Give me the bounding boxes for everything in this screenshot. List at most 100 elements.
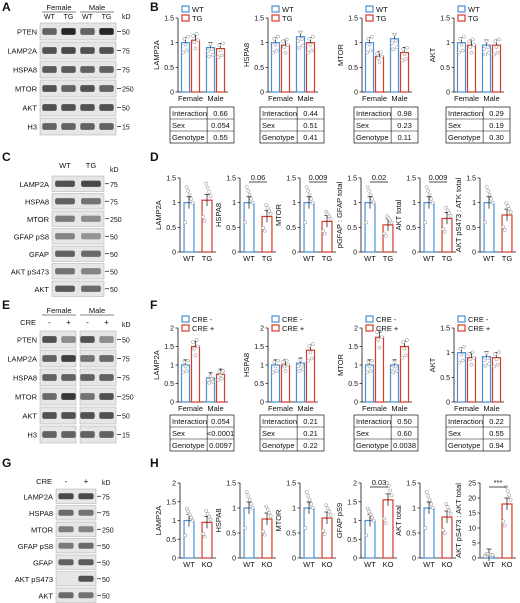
data-point — [181, 50, 185, 55]
data-point — [504, 201, 509, 206]
marker-label: 50 — [110, 234, 118, 241]
bar — [243, 507, 255, 559]
data-point — [367, 509, 372, 514]
blot-strip — [39, 330, 77, 349]
x-tick-label: TG — [202, 254, 213, 263]
x-tick-label: Female — [454, 94, 479, 103]
blot-band — [58, 509, 74, 516]
data-point — [184, 506, 189, 511]
x-tick-label: Female — [362, 94, 387, 103]
chart-H-4: 0 0.5 1 1.5 AKT total WT KO — [394, 481, 456, 569]
blot-row-label: GFAP — [33, 558, 53, 567]
stats-table: Interaction 0.50 Sex 0.60 Genotype 0.0038 — [353, 414, 419, 452]
blot-band — [78, 559, 94, 566]
stats-row-value: 0.054 — [211, 121, 230, 130]
x-tick-label: Male — [297, 404, 313, 413]
blot-band — [81, 198, 101, 205]
blot-strip — [39, 22, 117, 41]
y-tick-label: 0 — [446, 400, 450, 407]
blot-band — [61, 28, 76, 35]
data-point — [187, 512, 192, 517]
y-tick-label: 0.5 — [347, 537, 357, 544]
y-tick-label: 1 — [446, 350, 450, 357]
stats-row-value: 0.29 — [489, 109, 504, 118]
data-point — [183, 364, 188, 369]
data-point — [206, 49, 210, 54]
data-point — [193, 353, 198, 358]
chart-D-1: 0 0.5 1 1.5 HSPA8 WT TG 0.06 — [214, 173, 276, 263]
blot-strip — [39, 117, 117, 136]
data-point — [495, 50, 500, 55]
data-point — [249, 502, 254, 506]
blot-strip — [51, 193, 105, 210]
data-point — [221, 41, 225, 46]
sig-label: 0.03 — [372, 478, 387, 487]
stats-row-value: 0.22 — [303, 441, 318, 450]
data-point — [244, 490, 249, 494]
legend-swatch — [457, 315, 466, 323]
data-point — [490, 200, 495, 205]
marker-label: 50 — [102, 544, 110, 551]
blot-band — [99, 412, 114, 419]
data-point — [286, 43, 290, 47]
data-point — [207, 190, 212, 194]
data-point — [370, 358, 374, 363]
y-tick-label: 1 — [260, 363, 264, 370]
blot-row-label: AKT — [22, 104, 37, 113]
data-point — [495, 362, 500, 367]
x-tick-label: Female — [454, 404, 479, 413]
data-point — [201, 214, 206, 219]
blot-band — [99, 393, 114, 400]
data-point — [487, 362, 491, 366]
data-point — [303, 220, 308, 225]
x-tick-label: TG — [262, 254, 273, 263]
blot-band — [55, 215, 75, 222]
data-point — [508, 497, 513, 502]
blot-band — [80, 85, 95, 92]
y-tick-label: 1.5 — [166, 176, 176, 183]
table-frame — [353, 106, 419, 144]
lane-label: TG — [102, 14, 112, 21]
data-point — [490, 553, 495, 557]
y-tick-label: 0 — [172, 250, 176, 257]
y-tick-label: 5 — [472, 541, 476, 548]
legend-label: CRE + — [468, 324, 491, 333]
data-point — [365, 185, 370, 189]
cre-sign: + — [84, 477, 89, 486]
y-tick-label: 0 — [170, 90, 174, 97]
data-point — [309, 48, 314, 53]
blot-band — [61, 355, 76, 362]
stats-row-label: Interaction — [262, 417, 297, 426]
blot-row-label: HSPA8 — [13, 374, 37, 383]
y-tick-label: 1.5 — [254, 344, 264, 351]
y-axis-label: LAMP2A — [154, 200, 163, 230]
blot-band — [78, 592, 94, 599]
marker-label: 75 — [102, 494, 110, 501]
y-tick-label: 1 — [232, 200, 236, 207]
marker-label: 75 — [110, 199, 118, 206]
data-point — [505, 204, 510, 208]
blot-strip — [79, 387, 117, 406]
data-point — [186, 34, 190, 39]
data-point — [502, 227, 507, 232]
y-tick-label: 1.5 — [164, 16, 174, 23]
y-tick-label: 1.5 — [254, 16, 264, 23]
data-point — [389, 493, 394, 498]
data-point — [483, 363, 488, 368]
data-point — [426, 188, 431, 193]
marker-label: 15 — [122, 433, 130, 440]
blot-band — [61, 123, 76, 130]
data-point — [216, 55, 220, 60]
data-point — [265, 507, 270, 512]
chart-B-3: 0 0.5 1 1.5 AKT Female Male — [428, 16, 504, 103]
kd-label: kD — [122, 322, 131, 329]
stats-row-value: 0.55 — [489, 429, 504, 438]
panel-label-C: C — [2, 150, 11, 164]
data-point — [297, 45, 302, 50]
x-tick-label: Male — [391, 94, 407, 103]
data-point — [306, 50, 310, 55]
stats-row-value: <0.0001 — [207, 429, 234, 438]
